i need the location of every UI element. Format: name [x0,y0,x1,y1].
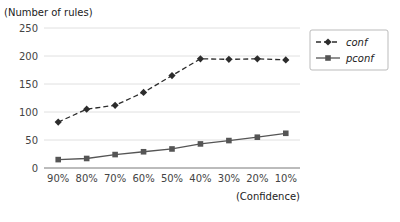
y-tick-label: 100 [19,107,38,118]
x-tick-label: 90% [47,173,69,184]
point [55,118,62,125]
x-axis-label: (Confidence) [236,191,300,202]
legend-label: pconf [345,53,375,64]
x-tick-label: 10% [275,173,297,184]
grid-line [44,168,300,169]
series-line [58,59,286,122]
point [168,72,175,79]
chart: 0 50 100 150 200 250 90% 80% 70% 60% 50% 40% 30% 20% 1… [0,0,400,222]
point [225,56,232,63]
y-tick-label: 250 [19,23,38,34]
legend-label: conf [346,37,369,48]
x-tick-label: 50% [161,173,183,184]
point [55,157,61,163]
point [84,156,90,162]
x-tick-label: 30% [218,173,240,184]
legend-marker [325,55,331,61]
point [255,134,261,140]
x-tick-label: 20% [246,173,268,184]
grid-line [44,140,300,141]
point [226,138,232,144]
grid-line [44,84,300,85]
point [198,141,204,147]
y-tick-label: 50 [25,135,38,146]
x-axis-line [44,168,300,169]
legend-box [310,30,388,70]
plot-area [55,55,290,162]
x-tick-label: 40% [189,173,211,184]
point [282,56,289,63]
y-tick-label: 200 [19,51,38,62]
point [283,130,289,136]
point [112,152,118,158]
grid-line [44,28,300,29]
point [254,55,261,62]
point [141,149,147,155]
legend: conf pconf [310,30,388,70]
grid-line [44,56,300,57]
y-axis-label: (Number of rules) [4,7,93,18]
y-tick-label: 0 [32,163,38,174]
point [112,102,119,109]
series-line [58,133,286,159]
y-tick-label: 150 [19,79,38,90]
x-tick-label: 80% [76,173,98,184]
x-tick-label: 60% [132,173,154,184]
point [140,89,147,96]
point [197,55,204,62]
point [83,106,90,113]
legend-marker [324,38,331,45]
x-tick-label: 70% [104,173,126,184]
point [169,146,175,152]
